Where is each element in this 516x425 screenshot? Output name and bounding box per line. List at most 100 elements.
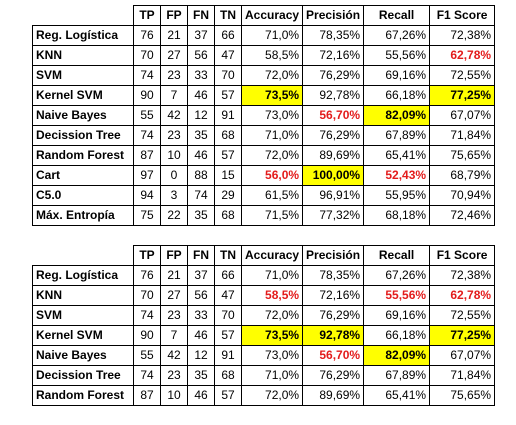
cell-acc: 72,0% [240,385,304,406]
cell-tn: 57 [214,325,242,346]
cell-fp: 10 [160,145,188,166]
cell-tp: 90 [133,325,161,346]
model-name: Decission Tree [32,125,134,146]
table-row: C5.0 94 3 74 29 61,5% 96,91% 55,95% 70,94% [32,185,496,206]
cell-f1: 67,07% [429,105,496,126]
cell-acc: 72,0% [240,65,304,86]
cell-f1: 71,84% [429,125,496,146]
cell-tp: 74 [133,65,161,86]
cell-acc: 71,5% [240,205,304,226]
table-row: Máx. Entropía 75 22 35 68 71,5% 77,32% 68,18% 72… [32,205,496,226]
cell-fp: 27 [160,45,188,66]
table-row: SVM 74 23 33 70 72,0% 76,29% 69,16% 72,55% [32,305,496,326]
column-header: FN [187,245,215,266]
cell-rec: 55,56% [363,45,431,66]
model-name: Naive Bayes [32,345,134,366]
cell-tp: 55 [133,345,161,366]
cell-prec: 76,29% [302,365,365,386]
cell-fp: 7 [160,85,188,106]
cell-tn: 47 [214,45,242,66]
cell-fn: 88 [187,165,215,186]
cell-fn: 46 [187,325,215,346]
cell-fn: 35 [187,365,215,386]
cell-fn: 33 [187,65,215,86]
cell-acc: 61,5% [240,185,304,206]
cell-acc: 71,0% [240,365,304,386]
column-header: TN [214,5,242,26]
cell-fp: 42 [160,345,188,366]
cell-rec: 67,26% [363,265,431,286]
cell-tp: 55 [133,105,161,126]
table-row: Reg. Logística 76 21 37 66 71,0% 78,35% 67,26% 7… [32,25,496,46]
cell-tn: 57 [214,85,242,106]
model-name: Random Forest [32,145,134,166]
cell-f1: 72,38% [429,25,496,46]
cell-fn: 35 [187,205,215,226]
cell-tp: 97 [133,165,161,186]
model-name: Reg. Logística [32,25,134,46]
cell-rec: 66,18% [363,85,431,106]
column-header: Precisión [302,245,365,266]
column-header: TP [133,5,161,26]
model-name: Reg. Logística [32,265,134,286]
cell-rec: 68,18% [363,205,431,226]
cell-fp: 3 [160,185,188,206]
model-name: Kernel SVM [32,325,134,346]
cell-tn: 70 [214,65,242,86]
cell-fp: 10 [160,385,188,406]
cell-rec: 55,56% [363,285,431,306]
cell-fn: 56 [187,285,215,306]
cell-f1: 68,79% [429,165,496,186]
cell-f1: 77,25% [429,325,496,346]
table-row: Random Forest 87 10 46 57 72,0% 89,69% 65,41% 75… [32,385,496,406]
cell-f1: 72,55% [429,65,496,86]
cell-tn: 91 [214,345,242,366]
model-name: KNN [32,45,134,66]
table-row: Cart 97 0 88 15 56,0% 100,00% 52,43% 68,79% [32,165,496,186]
cell-rec: 69,16% [363,65,431,86]
cell-tn: 57 [214,145,242,166]
cell-acc: 73,0% [240,345,304,366]
model-name: KNN [32,285,134,306]
cell-fn: 56 [187,45,215,66]
cell-rec: 67,89% [363,365,431,386]
cell-acc: 72,0% [240,305,304,326]
table-row: Decission Tree 74 23 35 68 71,0% 76,29% 67,89% 7… [32,125,496,146]
cell-tn: 15 [214,165,242,186]
table-row: Naive Bayes 55 42 12 91 73,0% 56,70% 82,09% 67,0… [32,345,496,366]
corner-cell [32,245,134,266]
cell-fp: 7 [160,325,188,346]
table-row: Reg. Logística 76 21 37 66 71,0% 78,35% 67,26% 7… [32,265,496,286]
cell-fn: 12 [187,345,215,366]
cell-f1: 75,65% [429,145,496,166]
column-header: F1 Score [429,5,496,26]
cell-tp: 74 [133,125,161,146]
cell-tp: 74 [133,305,161,326]
cell-prec: 89,69% [302,145,365,166]
table-row: Random Forest 87 10 46 57 72,0% 89,69% 65,41% 75… [32,145,496,166]
column-header: Precisión [302,5,365,26]
cell-tn: 91 [214,105,242,126]
cell-fn: 46 [187,145,215,166]
column-header: TN [214,245,242,266]
header-row: TP FP FN TN Accuracy Precisión Recall F1 Score [32,5,496,26]
table-row: SVM 74 23 33 70 72,0% 76,29% 69,16% 72,55% [32,65,496,86]
cell-prec: 56,70% [302,345,365,366]
cell-prec: 77,32% [302,205,365,226]
cell-acc: 72,0% [240,145,304,166]
column-header: F1 Score [429,245,496,266]
cell-acc: 73,5% [240,85,304,106]
cell-fp: 23 [160,65,188,86]
table-row: KNN 70 27 56 47 58,5% 72,16% 55,56% 62,78% [32,285,496,306]
cell-f1: 62,78% [429,285,496,306]
cell-fp: 22 [160,205,188,226]
cell-rec: 82,09% [363,105,431,126]
model-name: C5.0 [32,185,134,206]
cell-fn: 12 [187,105,215,126]
table-row: Kernel SVM 90 7 46 57 73,5% 92,78% 66,18% 77,25% [32,85,496,106]
cell-f1: 72,38% [429,265,496,286]
cell-acc: 58,5% [240,285,304,306]
cell-f1: 77,25% [429,85,496,106]
header-row: TP FP FN TN Accuracy Precisión Recall F1 Score [32,245,496,266]
cell-tp: 76 [133,25,161,46]
